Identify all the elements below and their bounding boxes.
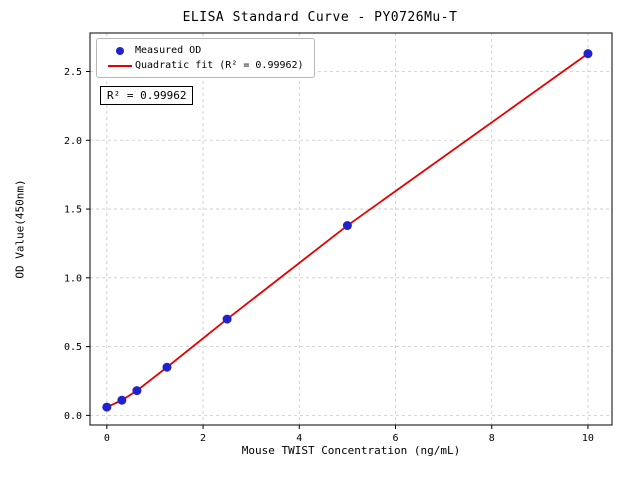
data-point bbox=[132, 386, 142, 396]
y-tick-label: 0.0 bbox=[64, 411, 82, 422]
fit-line bbox=[106, 52, 589, 408]
y-tick-label: 0.5 bbox=[64, 342, 82, 353]
data-point bbox=[102, 402, 112, 412]
axes-frame bbox=[89, 32, 613, 426]
legend-label: Quadratic fit (R² = 0.99962) bbox=[135, 60, 304, 71]
chart-title: ELISA Standard Curve - PY0726Mu-T bbox=[182, 10, 458, 25]
dot-marker-icon bbox=[116, 46, 124, 55]
x-tick-label: 2 bbox=[200, 433, 206, 444]
line-marker-icon bbox=[108, 64, 132, 67]
y-axis-label: OD Value(450nm) bbox=[13, 179, 27, 279]
y-tick-label: 2.0 bbox=[64, 136, 82, 147]
y-tick-label: 1.0 bbox=[64, 273, 82, 284]
data-point bbox=[162, 362, 172, 372]
x-tick-label: 6 bbox=[392, 433, 398, 444]
legend-entry-fit: Quadratic fit (R² = 0.99962) bbox=[105, 58, 304, 73]
x-axis-label: Mouse TWIST Concentration (ng/mL) bbox=[241, 444, 461, 457]
data-point bbox=[222, 314, 232, 324]
x-tick-label: 0 bbox=[104, 433, 110, 444]
x-tick-label: 8 bbox=[489, 433, 495, 444]
r-squared-annotation: R² = 0.99962 bbox=[100, 86, 194, 105]
data-point bbox=[583, 49, 593, 59]
data-point bbox=[117, 395, 127, 405]
legend: Measured OD Quadratic fit (R² = 0.99962) bbox=[96, 38, 315, 78]
data-point bbox=[342, 221, 352, 231]
y-tick-label: 2.5 bbox=[64, 67, 82, 78]
legend-entry-measured: Measured OD bbox=[105, 43, 304, 58]
x-tick-label: 4 bbox=[296, 433, 302, 444]
x-tick-label: 10 bbox=[582, 433, 594, 444]
legend-label: Measured OD bbox=[135, 45, 202, 56]
legend-marker-cell bbox=[105, 46, 135, 55]
y-tick-label: 1.5 bbox=[64, 205, 82, 216]
legend-marker-cell bbox=[105, 64, 135, 67]
